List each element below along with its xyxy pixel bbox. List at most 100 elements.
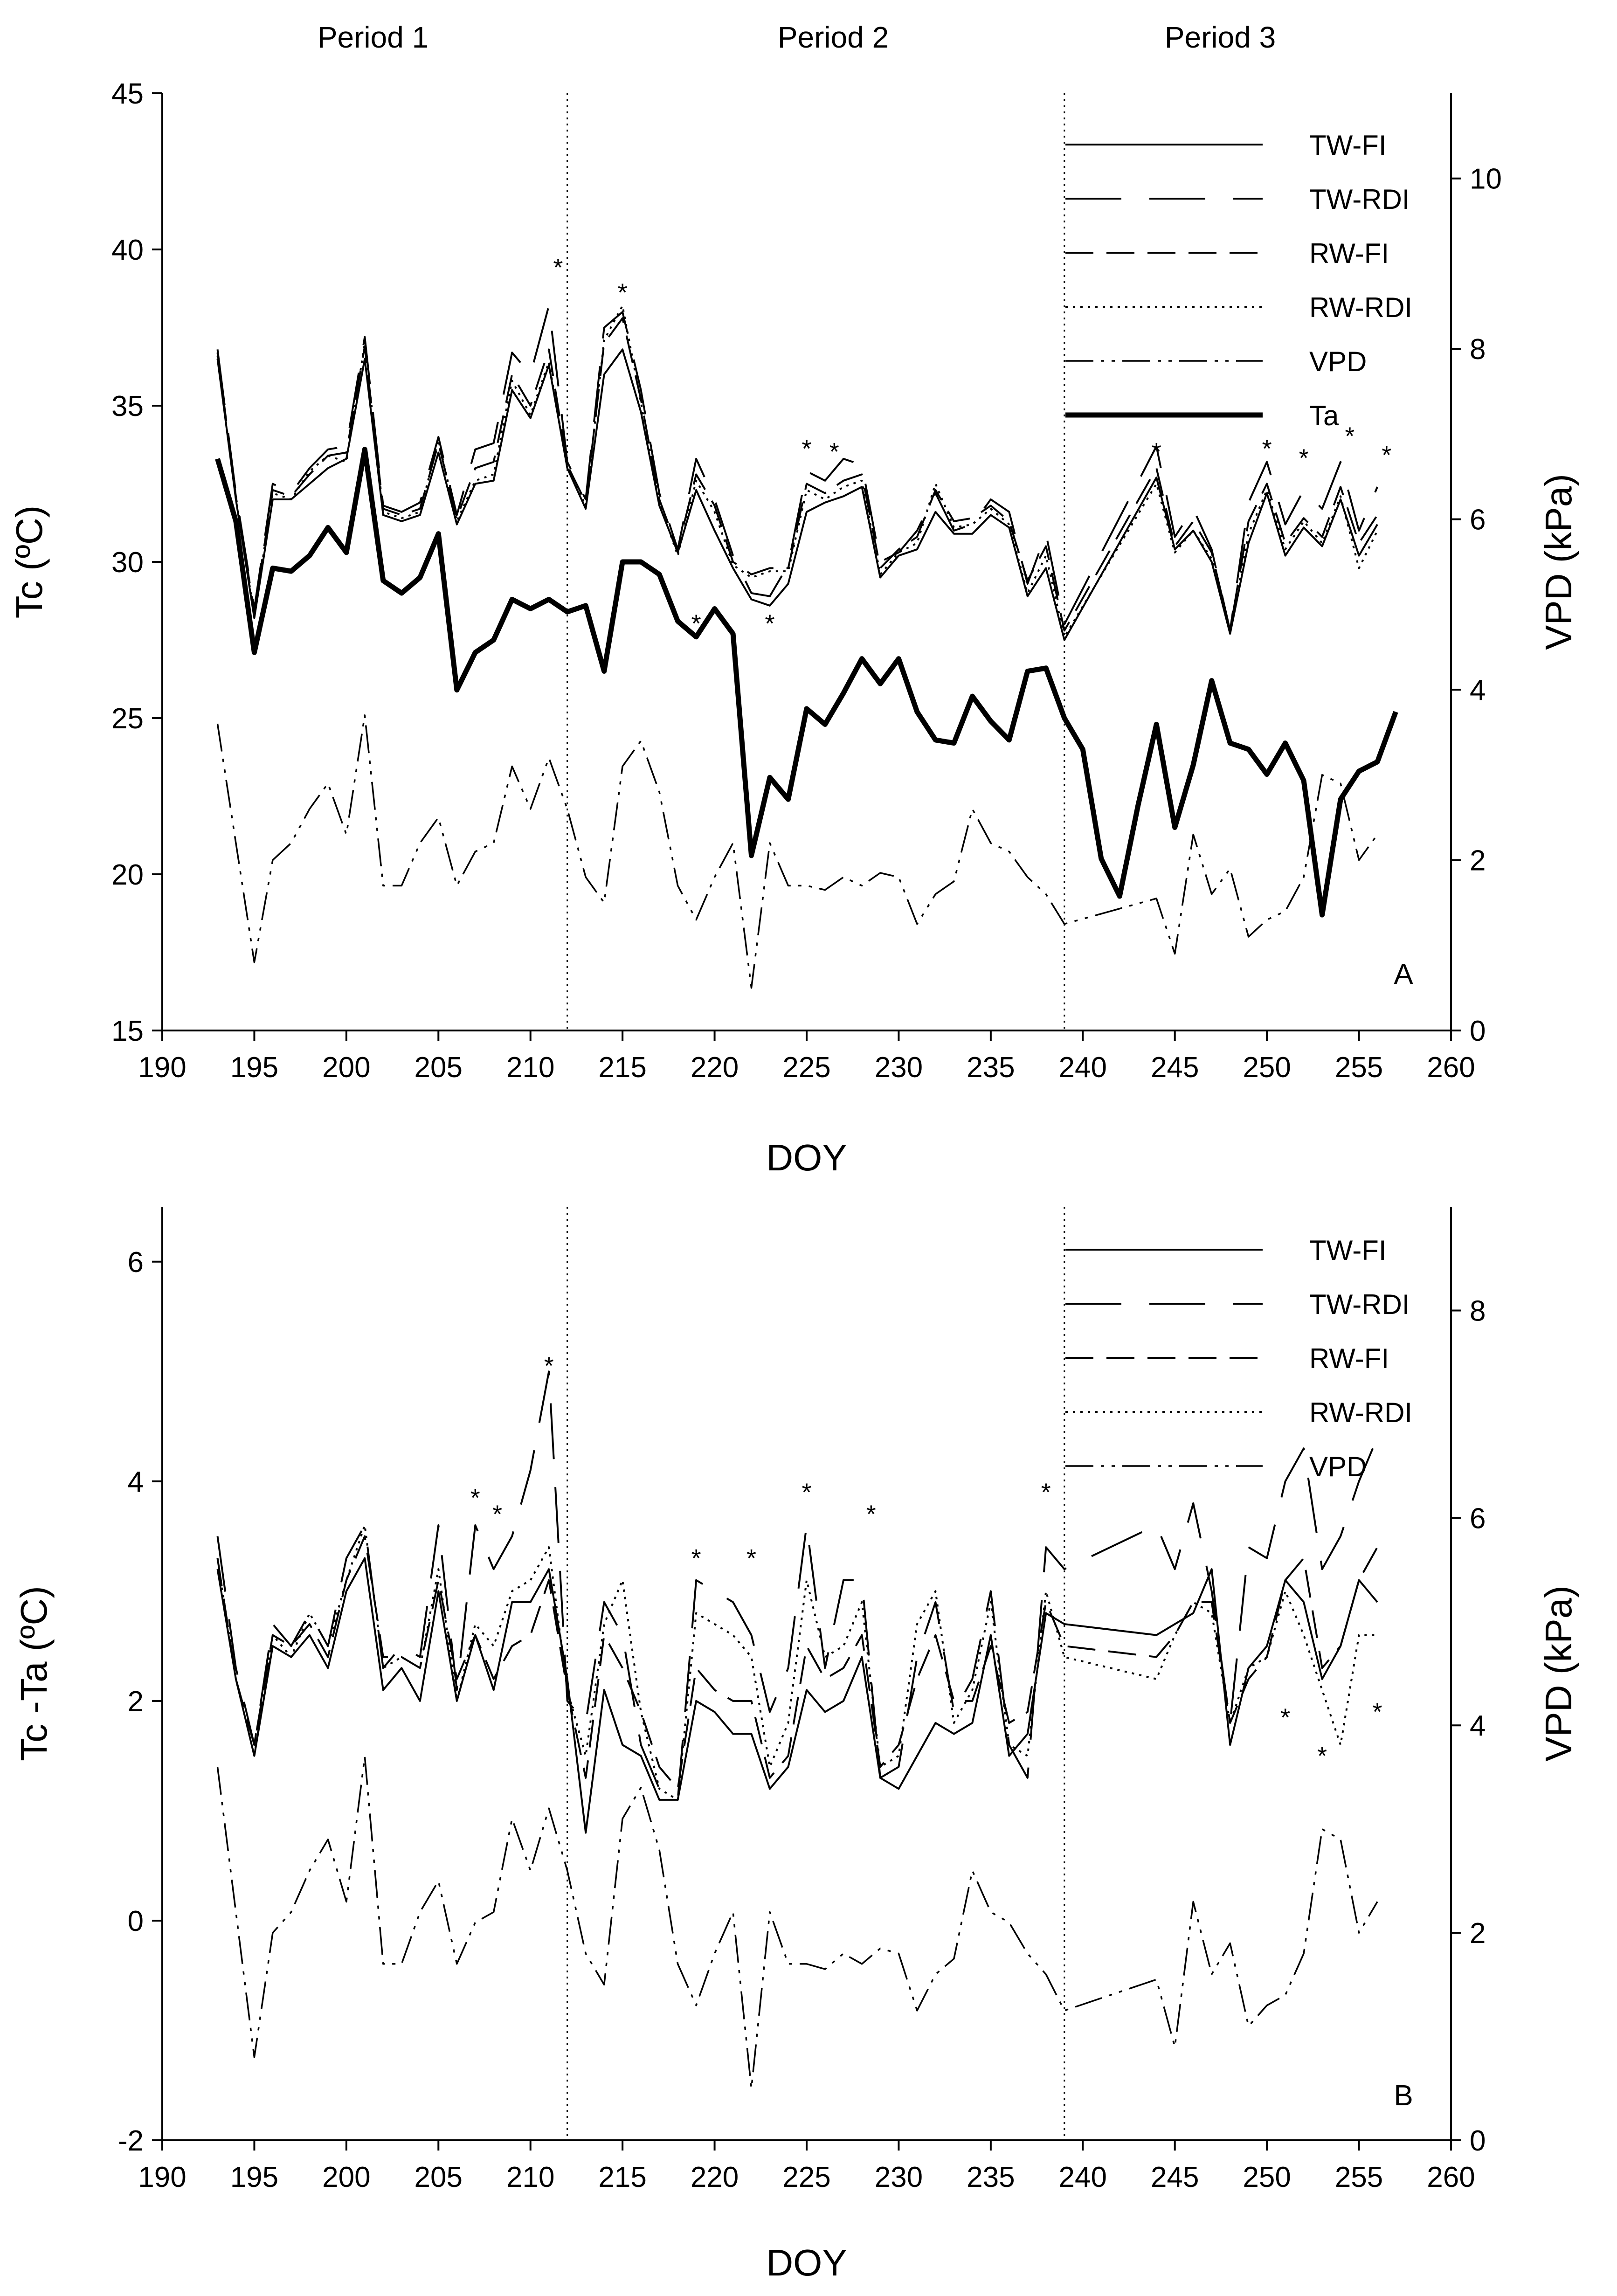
- legend-label-tw-fi: TW-FI: [1309, 130, 1387, 161]
- y2-tick-label: 0: [1470, 2125, 1486, 2157]
- significance-marker: *: [802, 435, 811, 463]
- y2-axis-title: VPD (kPa): [1538, 474, 1579, 650]
- y-tick-label: -2: [118, 2125, 144, 2157]
- y-tick-label: 20: [111, 859, 144, 891]
- legend-label-ta: Ta: [1309, 400, 1339, 431]
- panel-b: 190 195 200 205 210 215 220 225 230 235 240 245 250 2…: [13, 1207, 1579, 2283]
- x-axis-title: DOY: [766, 1137, 847, 1178]
- x-tick-label: 235: [967, 2161, 1015, 2193]
- legend: TW-FI TW-RDI RW-FI RW-RDI VPD: [1065, 1235, 1412, 1482]
- x-tick-label: 255: [1335, 2161, 1383, 2193]
- significance-marker: *: [470, 1484, 480, 1512]
- series-rw-rdi: [216, 1524, 1378, 1801]
- y-axis-title: Tc -Ta (ºC): [13, 1586, 55, 1761]
- legend-label-tw-rdi: TW-RDI: [1309, 184, 1410, 215]
- x-tick-label: 195: [230, 2161, 278, 2193]
- y-tick-label: 15: [111, 1015, 144, 1047]
- x-axis-title: DOY: [766, 2242, 847, 2283]
- y-tick-label: 35: [111, 390, 144, 422]
- significance-marker: *: [1152, 438, 1161, 466]
- x-tick-label: 240: [1059, 2161, 1107, 2193]
- significance-marker: *: [1382, 441, 1391, 469]
- y2-tick-label: 2: [1470, 1917, 1486, 1950]
- significance-marker: *: [1373, 1698, 1382, 1726]
- x-tick-label: 200: [322, 2161, 370, 2193]
- legend-label-vpd: VPD: [1309, 1451, 1367, 1482]
- y2-tick-label: 6: [1470, 1502, 1486, 1535]
- significance-marker: *: [1280, 1703, 1290, 1731]
- x-tick-label: 250: [1243, 1051, 1291, 1084]
- x-tick-label: 250: [1243, 2161, 1291, 2193]
- significance-marker: *: [691, 1544, 701, 1572]
- series-tw-fi: [216, 348, 1378, 641]
- y2-tick-label: 8: [1470, 333, 1486, 366]
- x-tick-label: 230: [875, 1051, 923, 1084]
- x-tick-label: 255: [1335, 1051, 1383, 1084]
- significance-marker: *: [829, 438, 839, 466]
- series-vpd: [216, 1756, 1378, 2089]
- series-ta: [215, 447, 1398, 918]
- series-tw-fi: [216, 1557, 1378, 1834]
- x-tick-label: 245: [1151, 2161, 1199, 2193]
- y2-tick-label: 6: [1470, 504, 1486, 536]
- x-tick-label: 230: [875, 2161, 923, 2193]
- y-axis-title: Tc (ºC): [8, 505, 50, 619]
- period-3-label: Period 3: [1165, 21, 1276, 54]
- series-vpd: [216, 714, 1378, 989]
- significance-marker: *: [746, 1544, 756, 1572]
- significance-marker: *: [866, 1501, 876, 1528]
- significance-marker: *: [1262, 435, 1272, 463]
- y-tick-label: 45: [111, 78, 144, 110]
- legend-label-rw-rdi: RW-RDI: [1309, 1397, 1412, 1428]
- significance-marker: *: [1317, 1742, 1327, 1770]
- series-rw-fi: [216, 317, 1378, 632]
- x-tick-label: 215: [598, 2161, 646, 2193]
- x-tick-label: 210: [506, 2161, 554, 2193]
- legend-label-rw-fi: RW-FI: [1309, 1343, 1389, 1374]
- y-tick-label: 6: [128, 1246, 144, 1279]
- x-tick-label: 210: [506, 1051, 554, 1084]
- x-tick-label: 260: [1427, 1051, 1475, 1084]
- panel-label: A: [1394, 958, 1413, 990]
- y2-tick-label: 2: [1470, 845, 1486, 877]
- legend-label-tw-fi: TW-FI: [1309, 1235, 1387, 1266]
- panel-a: 190 195 200 205 210 215 220 225 230 235 240 245 250 2…: [8, 78, 1579, 1178]
- significance-marker: *: [1299, 444, 1309, 472]
- legend-label-rw-rdi: RW-RDI: [1309, 292, 1412, 323]
- x-tick-label: 235: [967, 1051, 1015, 1084]
- panel-label: B: [1394, 2080, 1413, 2112]
- significance-marker: *: [1041, 1479, 1051, 1507]
- x-tick-label: 240: [1059, 1051, 1107, 1084]
- legend-label-vpd: VPD: [1309, 346, 1367, 377]
- y2-tick-label: 4: [1470, 674, 1486, 706]
- legend-label-rw-fi: RW-FI: [1309, 238, 1389, 269]
- x-tick-label: 195: [230, 1051, 278, 1084]
- y2-tick-label: 0: [1470, 1015, 1486, 1047]
- x-tick-label: 260: [1427, 2161, 1475, 2193]
- significance-marker: *: [1345, 422, 1354, 450]
- x-tick-label: 220: [691, 1051, 739, 1084]
- x-tick-label: 220: [691, 2161, 739, 2193]
- y2-axis-title: VPD (kPa): [1538, 1585, 1579, 1762]
- x-tick-label: 205: [415, 2161, 463, 2193]
- y-tick-label: 4: [128, 1466, 144, 1498]
- period-2-label: Period 2: [778, 21, 889, 54]
- significance-marker: *: [618, 278, 628, 306]
- y-tick-label: 0: [128, 1905, 144, 1937]
- y-tick-label: 2: [128, 1686, 144, 1718]
- significance-marker: *: [492, 1501, 502, 1528]
- y2-tick-label: 10: [1470, 163, 1502, 195]
- y2-tick-label: 8: [1470, 1295, 1486, 1327]
- significance-marker: *: [691, 610, 701, 638]
- y-tick-label: 25: [111, 703, 144, 735]
- legend-label-tw-rdi: TW-RDI: [1309, 1289, 1410, 1320]
- y2-tick-label: 4: [1470, 1710, 1486, 1742]
- significance-marker: *: [544, 1352, 554, 1380]
- significance-marker: *: [765, 610, 775, 638]
- period-1-label: Period 1: [318, 21, 428, 54]
- x-tick-label: 245: [1151, 1051, 1199, 1084]
- x-tick-label: 225: [782, 2161, 830, 2193]
- x-tick-label: 225: [782, 1051, 830, 1084]
- series-rw-fi: [216, 1535, 1378, 1790]
